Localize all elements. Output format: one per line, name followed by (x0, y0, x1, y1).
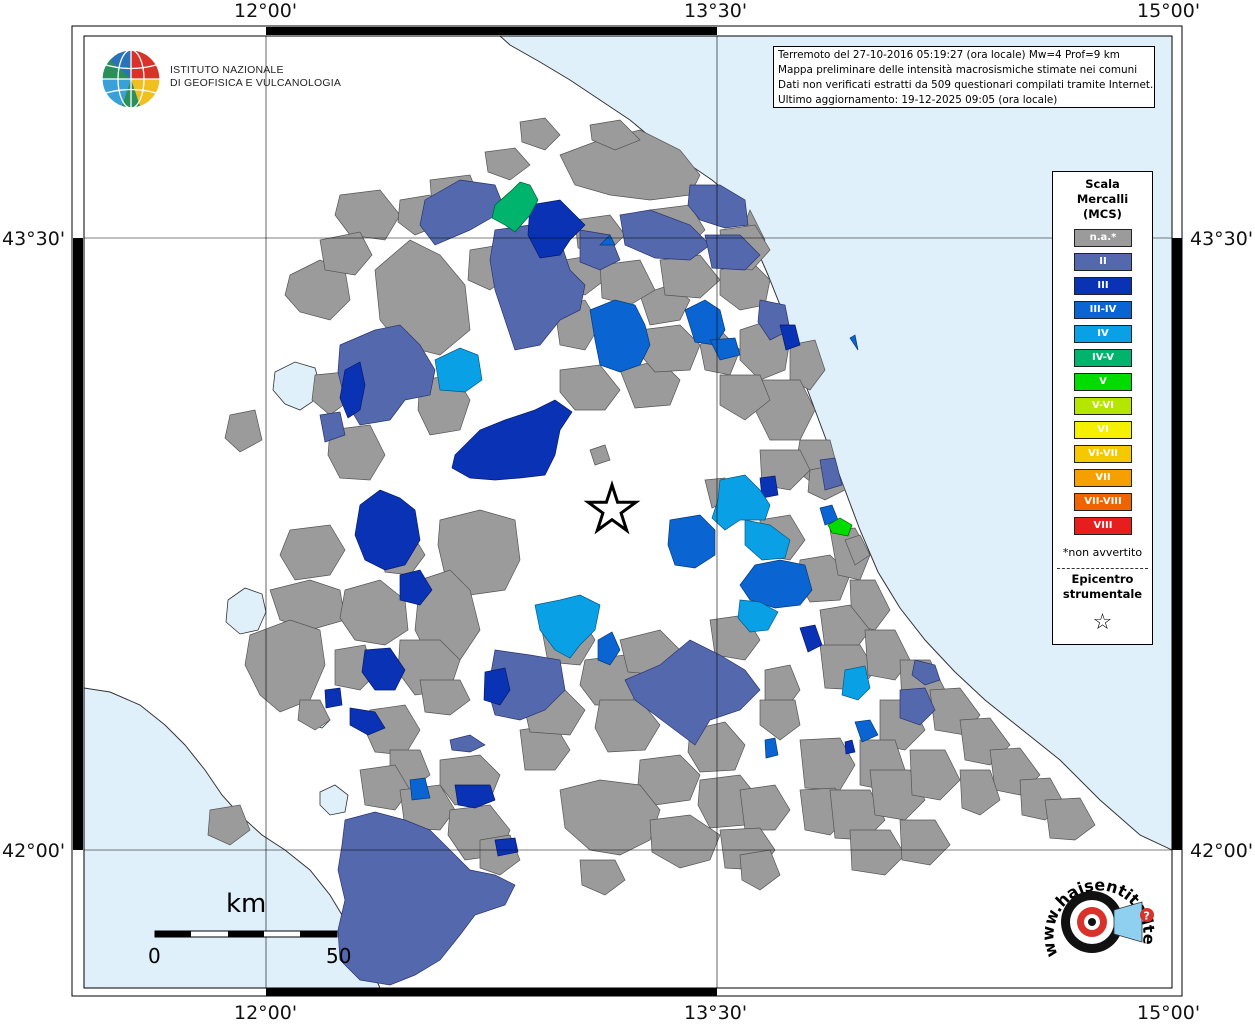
coord-top-13-30: 13°30' (684, 0, 748, 22)
coord-left-43-30: 43°30' (2, 228, 66, 250)
coord-left-42: 42°00' (2, 840, 66, 862)
legend-title-line2: Mercalli (1076, 192, 1129, 206)
graticule (84, 36, 1172, 988)
legend-separator (1057, 568, 1148, 569)
event-info-line3: Dati non verificati estratti da 509 ques… (778, 79, 1154, 91)
scale-end: 50 (326, 944, 352, 968)
legend-item: II (1074, 253, 1132, 271)
legend-item: VII-VIII (1074, 493, 1132, 511)
ingv-name-line1: ISTITUTO NAZIONALE (170, 64, 284, 76)
municipalities-iv (434, 347, 871, 701)
lake-bolsena (225, 587, 267, 635)
legend-item: IV (1074, 325, 1132, 343)
municipalities-ii (319, 179, 941, 986)
event-info-line4: Ultimo aggiornamento: 19-12-2025 09:05 (… (778, 94, 1058, 106)
legend-item: VI (1074, 421, 1132, 439)
legend-item: V (1074, 373, 1132, 391)
legend-item: VI-VII (1074, 445, 1132, 463)
legend-item: n.a.* (1074, 229, 1132, 247)
scale-unit: km (226, 889, 267, 919)
event-info-line2: Mappa preliminare delle intensità macros… (778, 64, 1138, 76)
event-info-line1: Terremoto del 27-10-2016 05:19:27 (ora l… (778, 49, 1120, 61)
legend-star-icon: ☆ (1092, 610, 1113, 635)
epicenter-star (583, 480, 641, 535)
coord-top-12: 12°00' (234, 0, 298, 22)
event-info-box: Terremoto del 27-10-2016 05:19:27 (ora l… (773, 46, 1155, 108)
legend-item: V-VI (1074, 397, 1132, 415)
legend-item: VIII (1074, 517, 1132, 535)
coord-right-42: 42°00' (1190, 840, 1254, 862)
mcs-legend: Scala Mercalli (MCS) n.a.* II III III-IV IV I… (1052, 171, 1153, 645)
lake-bracciano (319, 784, 349, 816)
legend-item: III-IV (1074, 301, 1132, 319)
legend-title: Scala Mercalli (MCS) (1053, 177, 1152, 222)
coord-top-15: 15°00' (1137, 0, 1201, 22)
map-area (84, 36, 1172, 988)
coord-bottom-15: 15°00' (1137, 1002, 1201, 1024)
ingv-globe-icon (101, 49, 161, 109)
coord-bottom-13-30: 13°30' (684, 1002, 748, 1024)
haisentito-question: ? (1144, 910, 1150, 923)
lake-trasimeno (272, 361, 321, 411)
legend-epicenter-line2: strumentale (1062, 587, 1143, 601)
coord-right-43-30: 43°30' (1190, 228, 1254, 250)
map-frame-border (71, 25, 1183, 997)
coord-bottom-12: 12°00' (234, 1002, 298, 1024)
ingv-name: ISTITUTO NAZIONALE DI GEOFISICA E VULCAN… (170, 64, 341, 90)
ingv-name-line2: DI GEOFISICA E VULCANOLOGIA (170, 77, 342, 89)
municipalities-iii (324, 199, 856, 857)
scale-start: 0 (148, 944, 161, 968)
legend-title-line1: Scala (1085, 177, 1120, 191)
adriatic-sea (499, 36, 1172, 851)
legend-item: IV-V (1074, 349, 1132, 367)
legend-item: III (1074, 277, 1132, 295)
municipalities-v (827, 517, 853, 537)
legend-epicenter-line1: Epicentro (1071, 572, 1134, 586)
legend-epicenter-label: Epicentro strumentale (1053, 572, 1152, 602)
municipalities-iii-iv (409, 234, 879, 801)
scale-bar (154, 930, 338, 938)
legend-note: *non avvertito (1062, 546, 1143, 559)
legend-item: VII (1074, 469, 1132, 487)
legend-title-line3: (MCS) (1083, 207, 1122, 221)
haisentito-logo-icon: www.haisentitoilterremoto.it ? (1030, 855, 1159, 960)
municipalities-iv-v (491, 181, 539, 233)
